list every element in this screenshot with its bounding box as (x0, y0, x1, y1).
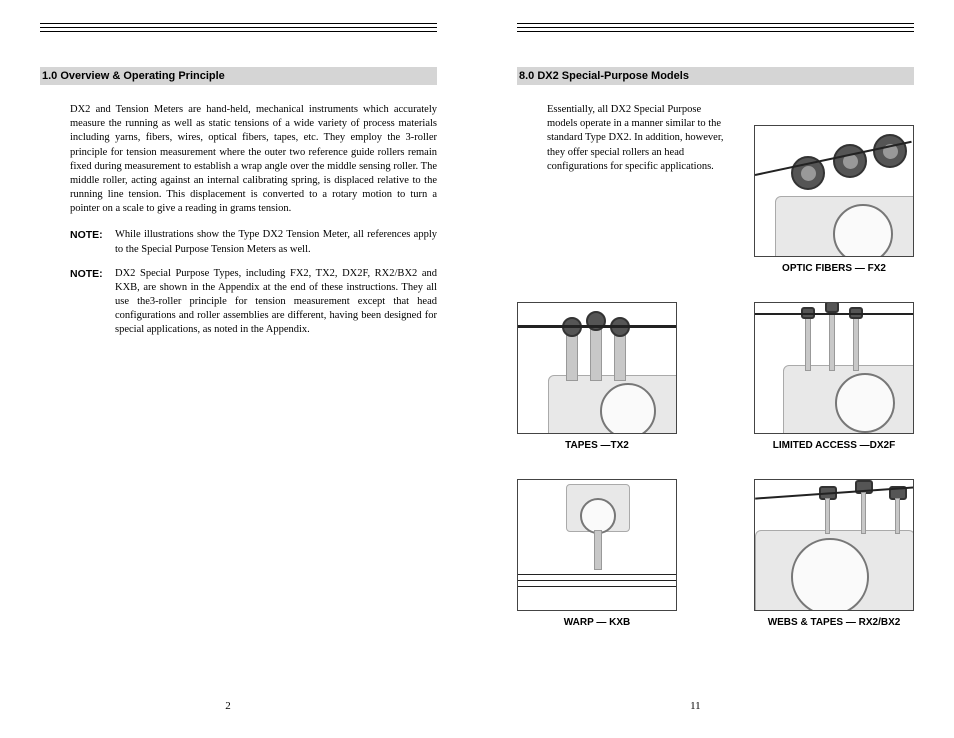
note-text: DX2 Special Purpose Types, including FX2… (115, 267, 437, 338)
rule (40, 27, 437, 28)
rule (40, 23, 437, 24)
figure-row: OPTIC FIBERS — FX2 (517, 125, 914, 274)
header-rules-right (517, 23, 914, 32)
figure-image (754, 125, 914, 257)
figure-rx2bx2: WEBS & TAPES — RX2/BX2 (754, 479, 914, 628)
rule (517, 31, 914, 32)
figure-grid: OPTIC FIBERS — FX2 (517, 125, 914, 656)
figure-image (517, 302, 677, 434)
figure-row: TAPES —TX2 LIMITED ACCESS —DX2F (517, 302, 914, 451)
rule (40, 31, 437, 32)
page-number-left: 2 (225, 700, 231, 712)
rule (517, 27, 914, 28)
figure-tx2: TAPES —TX2 (517, 302, 677, 451)
figure-image (517, 479, 677, 611)
page-left: 1.0 Overview & Operating Principle DX2 a… (0, 0, 477, 738)
figure-caption: TAPES —TX2 (565, 440, 629, 451)
overview-paragraph: DX2 and Tension Meters are hand-held, me… (70, 103, 437, 216)
figure-image (754, 302, 914, 434)
section-title-right: 8.0 DX2 Special-Purpose Models (517, 67, 914, 85)
figure-caption: LIMITED ACCESS —DX2F (773, 440, 895, 451)
section-title-left: 1.0 Overview & Operating Principle (40, 67, 437, 85)
figure-dx2f: LIMITED ACCESS —DX2F (754, 302, 914, 451)
figure-image (754, 479, 914, 611)
note-label: NOTE: (70, 267, 115, 338)
rule (517, 23, 914, 24)
page-right: 8.0 DX2 Special-Purpose Models Essential… (477, 0, 954, 738)
figure-fx2: OPTIC FIBERS — FX2 (754, 125, 914, 274)
figure-kxb: WARP — KXB (517, 479, 677, 628)
note-text: While illustrations show the Type DX2 Te… (115, 228, 437, 256)
figure-caption: WEBS & TAPES — RX2/BX2 (768, 617, 901, 628)
note-2: NOTE: DX2 Special Purpose Types, includi… (70, 267, 437, 338)
figure-caption: WARP — KXB (564, 617, 631, 628)
note-label: NOTE: (70, 228, 115, 256)
page-number-right: 11 (690, 700, 701, 712)
figure-caption: OPTIC FIBERS — FX2 (782, 263, 886, 274)
figure-row: WARP — KXB WEBS & TAPES — RX2/BX2 (517, 479, 914, 628)
note-1: NOTE: While illustrations show the Type … (70, 228, 437, 256)
header-rules-left (40, 23, 437, 32)
spread: 1.0 Overview & Operating Principle DX2 a… (0, 0, 954, 738)
